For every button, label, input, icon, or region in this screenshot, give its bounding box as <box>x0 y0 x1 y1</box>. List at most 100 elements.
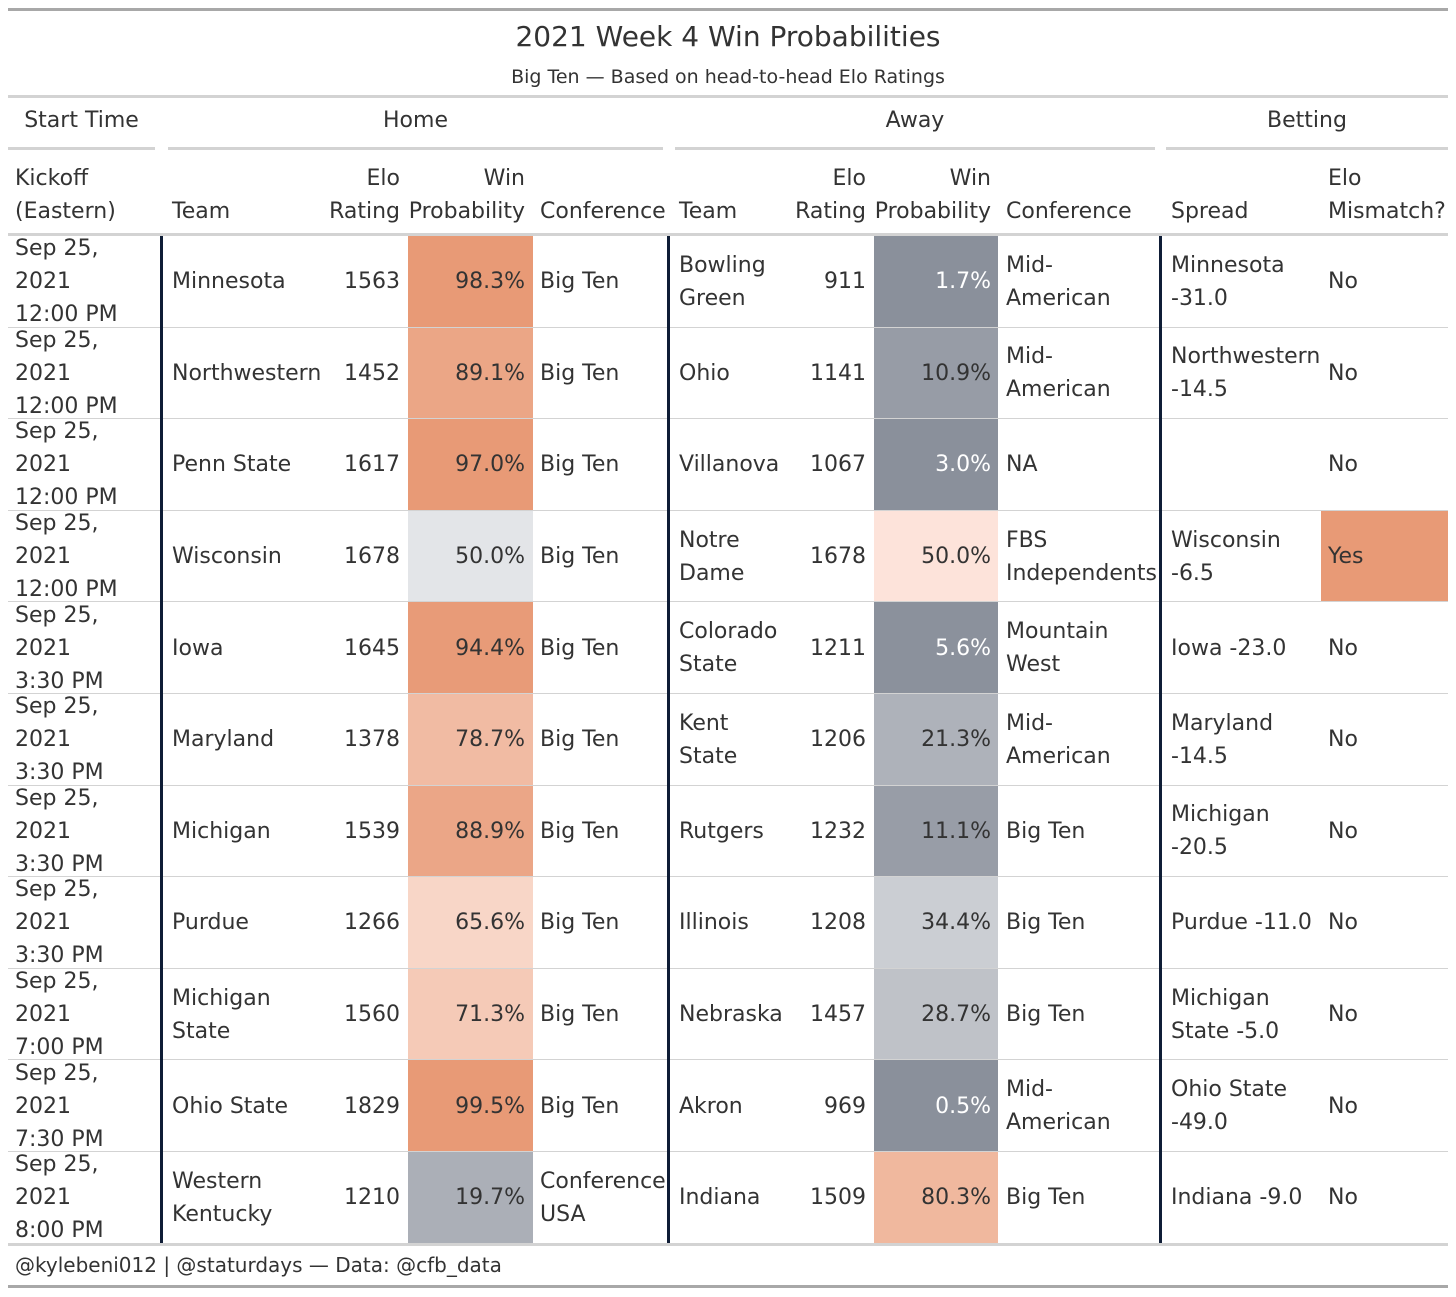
cell-value: 1.7% <box>935 269 991 295</box>
cell-home-elo: 1678 <box>323 511 408 603</box>
cell-mismatch: No <box>1321 694 1448 786</box>
cell-home-team: Ohio State <box>163 1060 323 1152</box>
cell-kickoff: Sep 25, 2021 12:00 PM <box>8 328 158 420</box>
row-divider <box>8 967 1448 969</box>
cell-home-prob-colored: 71.3% <box>408 968 533 1061</box>
column-header-line: Probability <box>874 199 991 224</box>
cell-value: 1829 <box>344 1093 400 1119</box>
row-divider <box>8 509 1448 511</box>
cell-line: Iowa <box>172 635 224 661</box>
cell-kickoff: Sep 25, 2021 12:00 PM <box>8 511 158 603</box>
cell-away-prob-colored: 21.3% <box>874 694 998 786</box>
cell-away-team: Villanova <box>670 419 790 511</box>
cell-mismatch-highlighted: Yes <box>1321 510 1448 603</box>
cell-home-team: Minnesota <box>163 236 323 328</box>
cell-home-conf: Conference USA <box>533 1152 667 1244</box>
cell-line: Dame <box>679 560 745 586</box>
cell-away-conf: Big Ten <box>998 786 1159 878</box>
cell-away-elo: 1232 <box>790 786 874 878</box>
cell-spread: Michigan State -5.0 <box>1162 969 1321 1061</box>
cell-away-conf: NA <box>998 419 1159 511</box>
cell-kickoff: Sep 25, 2021 12:00 PM <box>8 236 158 328</box>
table-subtitle: Big Ten — Based on head-to-head Elo Rati… <box>511 66 945 88</box>
cell-away-conf: FBS Independents <box>998 511 1159 603</box>
cell-away-team: Rutgers <box>670 786 790 878</box>
table-row: Sep 25, 2021 3:30 PM Michigan 1539 88.9% Big … <box>0 785 1440 878</box>
cell-line: 3:30 PM <box>15 668 104 694</box>
cell-home-team: Wisconsin <box>163 511 323 603</box>
cell-away-team: Ohio <box>670 328 790 420</box>
cell-away-prob-colored: 28.7% <box>874 968 998 1061</box>
cell-away-prob-colored: 80.3% <box>874 1152 998 1244</box>
column-header-line: Elo <box>366 166 400 191</box>
cell-value: 19.7% <box>455 1185 525 1211</box>
cell-value: 65.6% <box>455 910 525 936</box>
cell-away-elo: 969 <box>790 1060 874 1152</box>
cell-line: USA <box>540 1201 586 1227</box>
cell-line: Mid- <box>1006 252 1053 278</box>
cell-kickoff: Sep 25, 2021 3:30 PM <box>8 786 158 878</box>
column-header-spread: Spread <box>1162 160 1321 232</box>
cell-line: West <box>1006 652 1061 678</box>
cell-mismatch: No <box>1321 236 1448 328</box>
cell-value: 3.0% <box>935 452 991 478</box>
cell-line: Rutgers <box>679 818 764 844</box>
cell-mismatch: No <box>1321 1060 1448 1152</box>
cell-kickoff: Sep 25, 2021 7:00 PM <box>8 969 158 1061</box>
cell-value: 10.9% <box>921 360 991 386</box>
cell-line: -31.0 <box>1171 285 1228 311</box>
column-header-line: Win <box>949 166 991 191</box>
cell-line: Sep 25, 2021 <box>15 694 99 753</box>
cell-home-conf: Big Ten <box>533 419 667 511</box>
cell-line: State <box>679 652 738 678</box>
column-header-line: Elo <box>832 166 866 191</box>
cell-away-conf: Mountain West <box>998 602 1159 694</box>
cell-line: Indiana <box>679 1185 761 1211</box>
row-divider <box>8 326 1448 328</box>
cell-line: 7:00 PM <box>15 1035 104 1061</box>
cell-value: 1452 <box>344 360 400 386</box>
cell-value: No <box>1328 910 1358 936</box>
cell-home-elo: 1617 <box>323 419 408 511</box>
table-footer: @kylebeni012 | @staturdays — Data: @cfb_… <box>15 1253 502 1277</box>
separator-betting <box>1159 236 1162 1244</box>
column-header-away-elo: Elo Rating <box>790 160 874 232</box>
cell-line: Penn State <box>172 452 292 478</box>
column-header-away-conf: Conference <box>998 160 1159 232</box>
cell-line: 12:00 PM <box>15 302 118 328</box>
cell-line: Sep 25, 2021 <box>15 511 99 570</box>
cell-away-conf: Mid- American <box>998 236 1159 328</box>
cell-away-elo: 1141 <box>790 328 874 420</box>
cell-value: 1509 <box>810 1185 866 1211</box>
cell-mismatch: No <box>1321 419 1448 511</box>
table-title: 2021 Week 4 Win Probabilities <box>515 20 941 53</box>
column-header-line <box>679 162 790 195</box>
separator-away <box>667 236 670 1244</box>
column-header-line: Rating <box>795 199 866 224</box>
cell-line: Ohio State <box>1171 1077 1288 1103</box>
spanner-away: Away <box>885 108 945 133</box>
table-row: Sep 25, 2021 3:30 PM Maryland 1378 78.7% Big … <box>0 694 1440 786</box>
cell-line: Sep 25, 2021 <box>15 1152 99 1211</box>
cell-mismatch: No <box>1321 877 1448 969</box>
cell-away-prob-colored: 34.4% <box>874 877 998 969</box>
cell-home-team: Western Kentucky <box>163 1152 323 1244</box>
cell-line: Michigan <box>172 818 271 844</box>
column-header-line: Team <box>172 199 231 224</box>
cell-home-conf: Big Ten <box>533 694 667 786</box>
cell-line: Sep 25, 2021 <box>15 602 99 661</box>
cell-home-conf: Big Ten <box>533 602 667 694</box>
cell-away-elo: 1457 <box>790 969 874 1061</box>
cell-value: 99.5% <box>455 1093 525 1119</box>
cell-line: Ohio <box>679 360 730 386</box>
cell-mismatch: No <box>1321 786 1448 878</box>
cell-line: Ohio State <box>172 1093 289 1119</box>
cell-line: Western <box>172 1168 263 1194</box>
cell-line: Green <box>679 285 746 311</box>
cell-spread: Ohio State -49.0 <box>1162 1060 1321 1152</box>
cell-spread: Purdue -11.0 <box>1162 877 1321 969</box>
cell-away-elo: 911 <box>790 236 874 328</box>
cell-away-elo: 1206 <box>790 694 874 786</box>
cell-kickoff: Sep 25, 2021 3:30 PM <box>8 602 158 694</box>
cell-line: Big Ten <box>540 910 620 936</box>
